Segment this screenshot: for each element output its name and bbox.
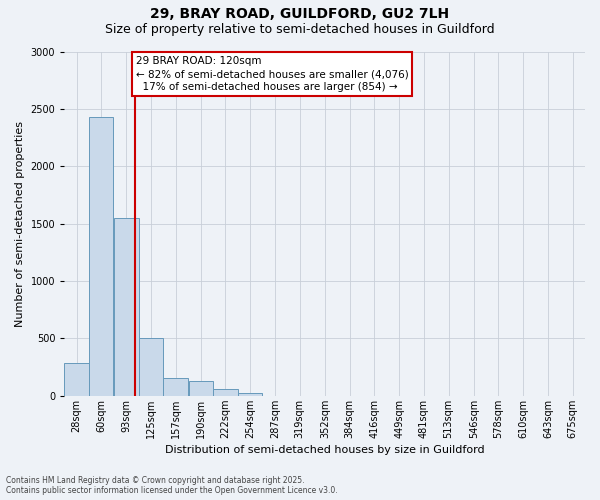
Text: 29, BRAY ROAD, GUILDFORD, GU2 7LH: 29, BRAY ROAD, GUILDFORD, GU2 7LH <box>151 8 449 22</box>
Bar <box>114 218 139 396</box>
Y-axis label: Number of semi-detached properties: Number of semi-detached properties <box>15 120 25 326</box>
Bar <box>139 338 163 396</box>
X-axis label: Distribution of semi-detached houses by size in Guildford: Distribution of semi-detached houses by … <box>165 445 484 455</box>
Bar <box>163 378 188 396</box>
Text: Size of property relative to semi-detached houses in Guildford: Size of property relative to semi-detach… <box>105 22 495 36</box>
Bar <box>89 117 113 396</box>
Bar <box>64 363 89 396</box>
Bar <box>213 390 238 396</box>
Bar <box>238 394 262 396</box>
Bar <box>188 381 213 396</box>
Text: 29 BRAY ROAD: 120sqm
← 82% of semi-detached houses are smaller (4,076)
  17% of : 29 BRAY ROAD: 120sqm ← 82% of semi-detac… <box>136 56 409 92</box>
Text: Contains HM Land Registry data © Crown copyright and database right 2025.
Contai: Contains HM Land Registry data © Crown c… <box>6 476 338 495</box>
